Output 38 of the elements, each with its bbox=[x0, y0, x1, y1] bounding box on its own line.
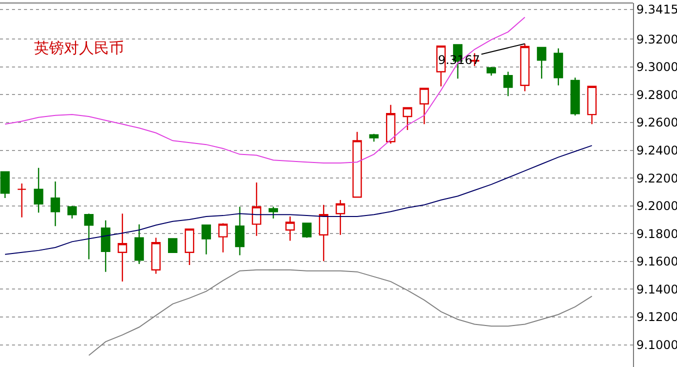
line-series bbox=[4, 16, 526, 164]
candlestick bbox=[67, 205, 77, 220]
candlestick bbox=[420, 88, 429, 125]
candlestick bbox=[285, 216, 295, 242]
candlestick bbox=[336, 199, 346, 236]
line-series bbox=[88, 269, 592, 356]
y-tick-label: 9.3415 bbox=[636, 2, 677, 16]
candlestick bbox=[486, 66, 496, 76]
candlestick bbox=[503, 71, 513, 97]
candlestick bbox=[218, 222, 228, 253]
candlestick bbox=[202, 224, 211, 255]
candlestick bbox=[369, 133, 379, 142]
candlestick bbox=[402, 107, 412, 131]
text: 英镑对人民币 bbox=[34, 38, 124, 57]
line-series bbox=[4, 145, 592, 255]
candlestick bbox=[570, 77, 580, 116]
candlestick bbox=[118, 213, 128, 282]
candlestick bbox=[587, 86, 597, 125]
candlestick bbox=[168, 238, 178, 253]
candlestick bbox=[352, 131, 362, 198]
candlestick bbox=[151, 237, 161, 274]
candlestick bbox=[100, 220, 110, 272]
candlestick bbox=[536, 46, 546, 80]
candlestick bbox=[252, 182, 262, 236]
candlestick bbox=[268, 206, 278, 220]
candlestick bbox=[50, 180, 60, 227]
candlestick bbox=[34, 167, 44, 214]
candlestick bbox=[184, 228, 194, 266]
candlestick bbox=[386, 104, 396, 144]
candlestick bbox=[318, 204, 328, 262]
candlestick bbox=[554, 48, 564, 86]
candlestick bbox=[520, 43, 530, 92]
candlestick bbox=[134, 224, 144, 265]
candlestick bbox=[17, 182, 27, 218]
candlestick bbox=[302, 222, 312, 238]
candlestick bbox=[235, 206, 244, 256]
candlestick bbox=[0, 171, 10, 199]
candlestick bbox=[84, 213, 94, 260]
